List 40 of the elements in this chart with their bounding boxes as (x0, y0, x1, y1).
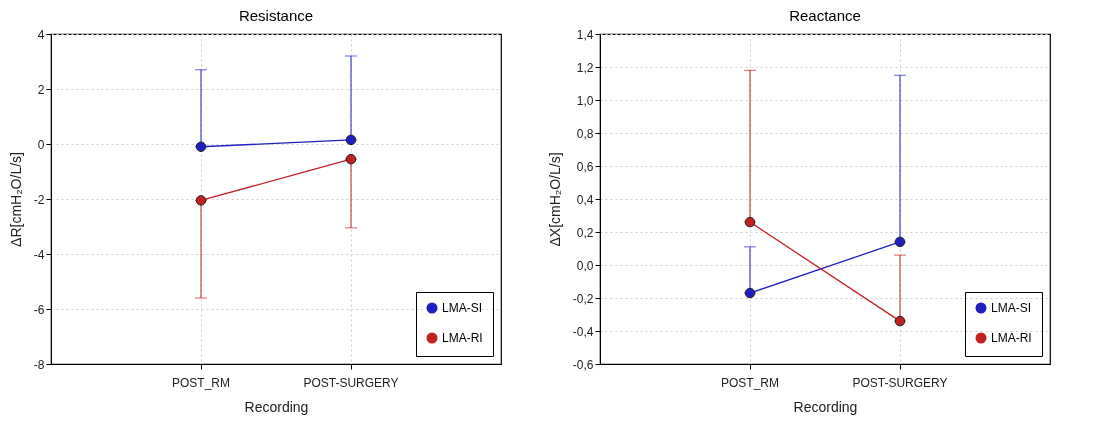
point (345, 134, 357, 146)
point (894, 236, 906, 248)
x-tick-label: POST_RM (720, 375, 780, 390)
legend-label: LMA-SI (442, 301, 483, 315)
point (744, 216, 756, 228)
y-tick-label: 4 (37, 27, 45, 42)
x-axis-title: Recording (793, 398, 858, 415)
y-tick-label: -6 (33, 302, 45, 317)
y-tick-label: 1,2 (576, 60, 594, 75)
point (195, 141, 207, 152)
y-tick-label: 0 (37, 137, 45, 152)
x-axis-title: Recording (244, 398, 309, 415)
chart-title: Resistance (238, 7, 314, 24)
y-tick-label: 0,0 (576, 258, 594, 273)
y-tick-label: -0,6 (572, 357, 594, 372)
x-tick-label: POST-SURGERY (852, 375, 948, 390)
y-tick-label: -4 (33, 247, 45, 262)
y-tick-label: 1,0 (576, 93, 594, 108)
x-tick-label: POST_RM (171, 375, 231, 390)
y-tick-label: 0,2 (576, 225, 594, 240)
y-tick-label: 1,4 (576, 27, 594, 42)
y-axis-title: ΔX[cmH₂O/L/s] (546, 152, 563, 247)
y-tick-label: -0,2 (572, 291, 594, 306)
chart-title: Reactance (789, 7, 861, 24)
point (744, 287, 756, 299)
y-tick-label: -8 (33, 357, 45, 372)
legend-label: LMA-RI (991, 331, 1032, 345)
x-tick-label: POST-SURGERY (303, 375, 399, 390)
point (894, 315, 906, 327)
point (345, 153, 357, 165)
y-tick-label: 0,4 (576, 192, 594, 207)
legend-label: LMA-SI (991, 301, 1032, 315)
legend-label: LMA-RI (442, 331, 483, 345)
y-tick-label: 2 (37, 82, 45, 97)
y-tick-label: -0,4 (572, 324, 594, 339)
y-tick-label: 0,8 (576, 126, 594, 141)
y-tick-label: -2 (33, 192, 45, 207)
point (195, 195, 207, 206)
y-axis-title: ΔR[cmH₂O/L/s] (7, 152, 24, 247)
y-tick-label: 0,6 (576, 159, 594, 174)
